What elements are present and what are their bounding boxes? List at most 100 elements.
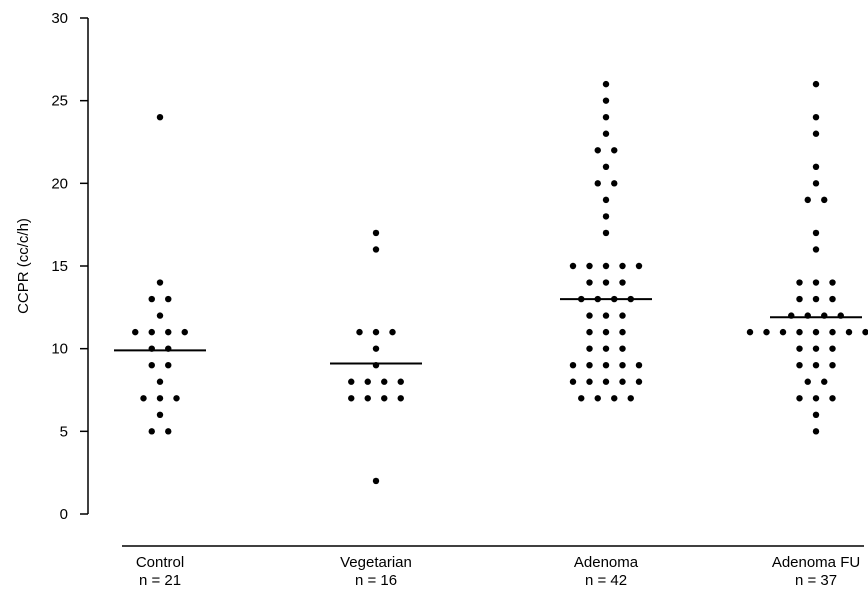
category-label: Control — [136, 554, 184, 571]
data-point — [372, 229, 380, 237]
n-label: n = 21 — [139, 572, 181, 589]
data-point — [746, 328, 754, 336]
data-point — [812, 411, 820, 418]
data-point — [812, 345, 820, 352]
y-axis-title: CCPR (cc/c/h) — [15, 218, 32, 314]
data-point — [397, 395, 404, 402]
data-point — [619, 328, 626, 336]
data-point — [635, 362, 643, 369]
data-point — [602, 312, 610, 319]
data-point — [602, 229, 610, 237]
data-point — [165, 295, 172, 303]
y-tick-label: 20 — [51, 175, 68, 192]
data-point — [156, 395, 164, 402]
data-point — [619, 262, 626, 270]
data-point — [602, 328, 610, 336]
data-point — [602, 80, 610, 88]
category-label: Vegetarian — [340, 554, 412, 571]
data-point — [602, 378, 610, 385]
group-adenoma-fu — [746, 80, 868, 435]
data-point — [602, 130, 610, 137]
data-point — [569, 378, 577, 385]
data-point — [602, 163, 610, 170]
data-point — [132, 328, 139, 336]
n-label: n = 42 — [585, 572, 627, 589]
data-point — [829, 279, 836, 286]
data-point — [156, 378, 164, 385]
data-point — [181, 328, 188, 336]
data-point — [796, 328, 803, 336]
data-point — [796, 362, 803, 369]
data-point — [804, 196, 811, 204]
data-point — [821, 378, 828, 385]
data-point — [348, 378, 355, 385]
data-point — [619, 345, 626, 352]
data-point — [586, 345, 593, 352]
data-point — [148, 295, 155, 303]
data-point — [569, 262, 577, 270]
data-point — [594, 395, 601, 402]
data-point — [821, 196, 828, 204]
group-vegetarian — [330, 229, 422, 485]
data-point — [372, 345, 380, 352]
data-point — [156, 114, 164, 121]
data-point — [165, 362, 172, 369]
data-point — [829, 295, 836, 303]
data-point — [804, 378, 811, 385]
category-label: Adenoma FU — [772, 554, 860, 571]
y-ticks: 0 5 10 15 20 25 30 — [51, 10, 88, 523]
y-tick-label: 15 — [51, 258, 68, 275]
data-point — [619, 312, 626, 319]
data-point — [156, 312, 164, 319]
data-point — [812, 362, 820, 369]
data-point — [602, 114, 610, 121]
data-point — [812, 163, 820, 170]
data-point — [364, 378, 371, 385]
data-point — [586, 378, 593, 385]
plot-area — [114, 80, 868, 485]
data-point — [627, 395, 634, 402]
data-point — [812, 328, 820, 336]
data-point — [611, 147, 618, 154]
data-point — [812, 295, 820, 303]
data-point — [829, 362, 836, 369]
data-point — [173, 395, 180, 402]
y-tick-label: 10 — [51, 341, 68, 358]
data-point — [364, 395, 371, 402]
data-point — [586, 312, 593, 319]
y-tick-label: 30 — [51, 10, 68, 27]
n-label: n = 37 — [795, 572, 837, 589]
data-point — [397, 378, 404, 385]
data-point — [381, 378, 388, 385]
data-point — [812, 80, 820, 88]
data-point — [763, 328, 770, 336]
data-point — [812, 180, 820, 187]
data-point — [829, 345, 836, 352]
data-point — [602, 262, 610, 270]
data-point — [156, 411, 164, 418]
n-label: n = 16 — [355, 572, 397, 589]
data-point — [356, 328, 363, 336]
data-point — [602, 279, 610, 286]
data-point — [796, 345, 803, 352]
data-point — [586, 262, 593, 270]
data-point — [611, 180, 618, 187]
data-point — [569, 362, 577, 369]
data-point — [635, 378, 643, 385]
data-point — [586, 279, 593, 286]
data-point — [594, 180, 601, 187]
group-adenoma — [560, 80, 652, 402]
data-point — [602, 213, 610, 220]
data-point — [165, 428, 172, 435]
data-point — [148, 328, 155, 336]
data-point — [635, 262, 643, 270]
y-axis: 0 5 10 15 20 25 30 CCPR (cc/c/h) — [15, 10, 89, 523]
data-point — [586, 362, 593, 369]
data-point — [619, 378, 626, 385]
data-point — [389, 328, 396, 336]
data-point — [812, 114, 820, 121]
y-tick-label: 0 — [60, 506, 68, 523]
